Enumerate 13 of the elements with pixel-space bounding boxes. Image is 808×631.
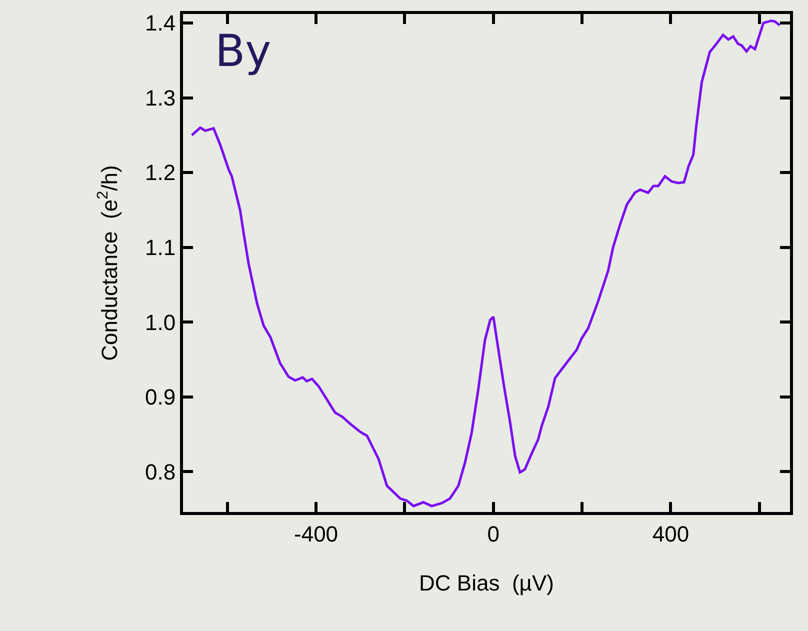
y-tick-label: 1.3 bbox=[145, 85, 176, 110]
x-tick-label: -400 bbox=[294, 521, 338, 546]
y-tick-label: 1.1 bbox=[145, 235, 176, 260]
x-tick-label: 400 bbox=[652, 521, 690, 546]
line-series bbox=[190, 19, 782, 508]
annotation: By bbox=[215, 26, 272, 77]
x-tick-label: 0 bbox=[487, 521, 500, 546]
y-tick-label: 0.9 bbox=[145, 384, 176, 410]
y-tick-label: 1.0 bbox=[145, 310, 176, 335]
x-axis-title: DC Bias (µV) bbox=[419, 570, 554, 596]
y-tick-label: 0.8 bbox=[145, 459, 176, 484]
y-tick-label: 1.2 bbox=[145, 160, 176, 186]
y-tick-label: 1.4 bbox=[145, 10, 176, 36]
